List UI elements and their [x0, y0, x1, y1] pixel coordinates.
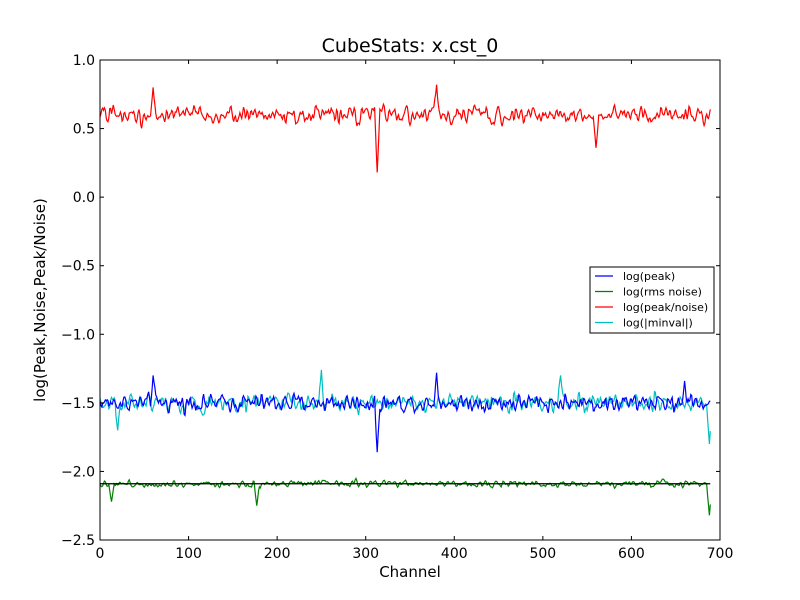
- x-tick-label: 400: [441, 546, 468, 562]
- x-tick-label: 300: [352, 546, 379, 562]
- y-tick-label: 1.0: [73, 53, 95, 69]
- legend-box: [589, 266, 715, 334]
- x-tick-label: 200: [264, 546, 291, 562]
- y-tick-label: −0.5: [61, 259, 95, 275]
- plot-area: 0 100 200 300 400 500 600 700 −2.5 −2.0 −1.5 −1.0 −0…: [61, 53, 733, 562]
- y-tick-label: −1.5: [61, 396, 95, 412]
- legend-label: log(rms noise): [623, 286, 702, 299]
- y-tick-label: 0.0: [73, 190, 95, 206]
- y-tick-label: 0.5: [73, 122, 95, 138]
- x-tick-label: 500: [529, 546, 556, 562]
- axes-frame: [99, 59, 721, 541]
- y-tick-label: −2.0: [61, 464, 95, 480]
- tick-layer: 0 100 200 300 400 500 600 700 −2.5 −2.0 −1.5 −1.0 −0…: [61, 53, 733, 562]
- legend-label: log(peak/noise): [623, 301, 708, 314]
- chart-title: CubeStats: x.cst_0: [322, 35, 499, 57]
- legend-label: log(|minval|): [623, 317, 693, 330]
- legend: log(peak) log(rms noise) log(peak/noise) lo…: [589, 266, 715, 334]
- series-line: [99, 84, 711, 173]
- series-line: [99, 372, 711, 453]
- y-tick-label: −1.0: [61, 327, 95, 343]
- x-tick-label: 0: [96, 546, 105, 562]
- legend-label: log(peak): [623, 270, 675, 283]
- x-axis-label: Channel: [379, 563, 441, 581]
- x-tick-label: 700: [707, 546, 734, 562]
- series-layer: [99, 84, 711, 516]
- y-tick-label: −2.5: [61, 533, 95, 549]
- x-tick-label: 600: [618, 546, 645, 562]
- y-axis-label: log(Peak,Noise,Peak/Noise): [31, 198, 49, 402]
- x-tick-label: 100: [175, 546, 202, 562]
